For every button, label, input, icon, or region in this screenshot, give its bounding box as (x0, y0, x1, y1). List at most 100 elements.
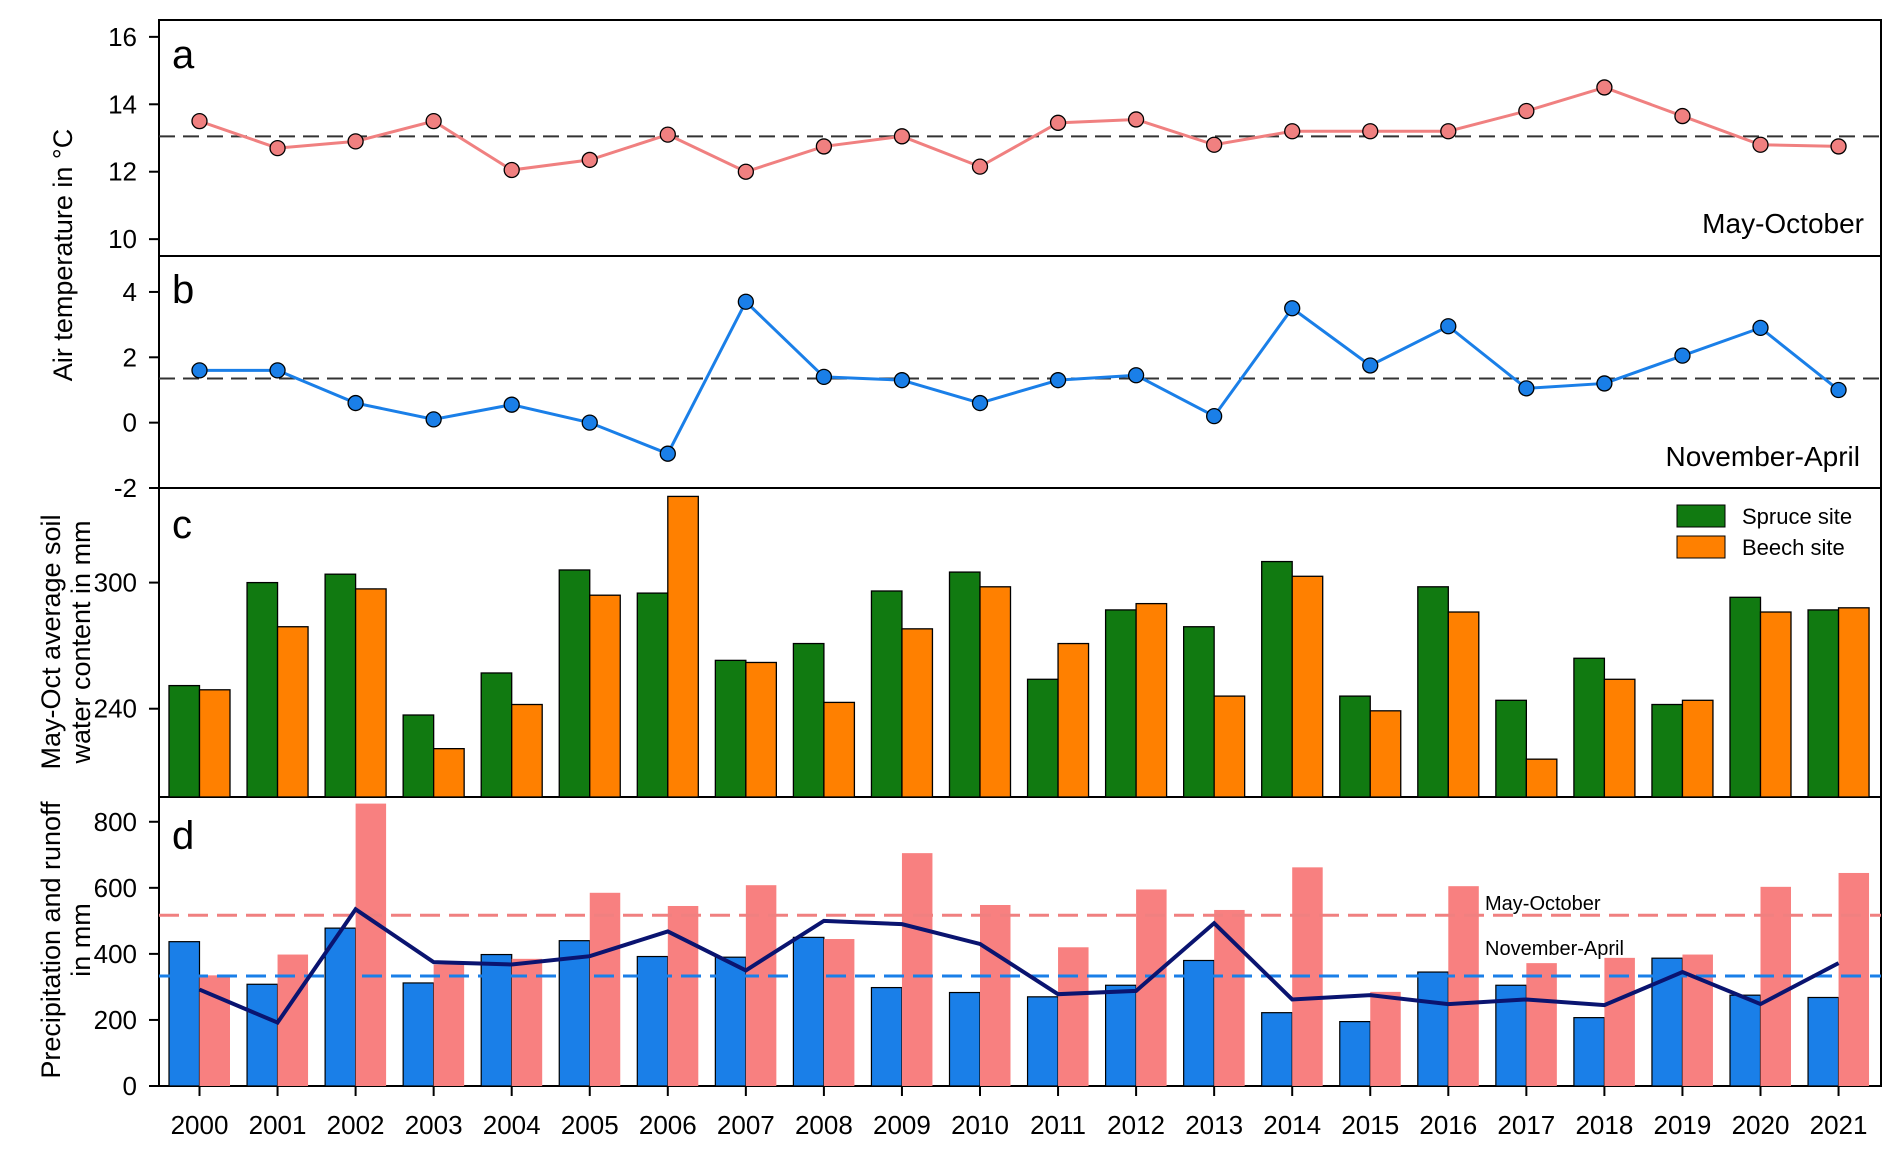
bar-c-spruce-2012 (1104, 609, 1137, 798)
bar-d-pink-2018 (1604, 957, 1635, 1086)
bar-d-blue-2006 (636, 955, 669, 1087)
bar-d-blue-2004 (480, 953, 513, 1087)
x-tick-label-2005: 2005 (561, 1110, 619, 1140)
bar-d-pink-2021 (1838, 872, 1870, 1086)
y-tick-label-d: 0 (123, 1071, 137, 1101)
data-point-b-2011 (1049, 372, 1067, 389)
panel-d-frame (158, 796, 1882, 1087)
bar-c-beech-2004 (511, 703, 543, 798)
data-point-b-2017 (1518, 380, 1535, 397)
bar-d-blue-2021 (1807, 996, 1840, 1087)
bar-c-beech-2010 (979, 586, 1012, 798)
x-tick-label-2007: 2007 (717, 1110, 775, 1140)
data-point-b-2014 (1284, 300, 1301, 317)
data-point-b-2018 (1596, 375, 1613, 392)
x-tick-label-2018: 2018 (1575, 1110, 1633, 1140)
series-line-b (199, 299, 1840, 456)
soil-water-axis-title-line1: May-Oct average soil (36, 514, 66, 769)
y-tick-label-a: 16 (108, 22, 137, 52)
y-tick-label-d: 600 (94, 873, 137, 903)
panel-c-letter: c (172, 503, 192, 547)
bar-c-beech-2016 (1447, 611, 1480, 798)
bar-c-beech-2011 (1057, 642, 1090, 798)
bar-c-spruce-2003 (402, 714, 435, 798)
bar-c-beech-2006 (667, 495, 699, 798)
data-point-a-2010 (971, 158, 989, 175)
data-point-a-2019 (1674, 107, 1691, 125)
data-point-a-2003 (425, 112, 442, 130)
bar-d-blue-2007 (714, 956, 747, 1087)
x-tick-label-2017: 2017 (1497, 1110, 1555, 1140)
data-point-b-2008 (815, 368, 833, 386)
bar-d-blue-2010 (948, 991, 981, 1087)
legend-swatch-spruce (1676, 504, 1726, 528)
bar-d-pink-2009 (901, 853, 933, 1086)
temperature-axis-title: Air temperature in °C (48, 129, 78, 381)
data-point-a-2016 (1440, 123, 1457, 140)
data-point-b-2010 (971, 394, 989, 412)
bar-d-pink-2007 (745, 885, 777, 1086)
x-tick-label-2016: 2016 (1419, 1110, 1477, 1140)
panel-b-season-label: November-April (1666, 441, 1861, 472)
bar-d-blue-2009 (870, 986, 903, 1087)
data-point-b-2007 (737, 293, 754, 310)
bar-c-beech-2001 (276, 626, 309, 798)
bar-c-spruce-2021 (1807, 609, 1840, 798)
x-tick-label-2021: 2021 (1810, 1110, 1868, 1140)
x-tick-label-2006: 2006 (639, 1110, 697, 1140)
bar-c-spruce-2010 (948, 571, 981, 798)
panel-a-letter: a (172, 33, 195, 77)
bar-c-spruce-2002 (324, 573, 357, 798)
legend-label-spruce: Spruce site (1742, 504, 1852, 529)
bar-c-beech-2014 (1291, 575, 1324, 798)
bar-c-spruce-2011 (1026, 678, 1059, 798)
x-tick-label-2000: 2000 (171, 1110, 229, 1140)
bar-d-blue-2002 (324, 927, 357, 1087)
bar-c-beech-2013 (1213, 695, 1246, 798)
data-point-a-2012 (1127, 111, 1145, 128)
bar-c-spruce-2006 (636, 592, 669, 798)
data-point-a-2005 (581, 151, 598, 169)
data-point-b-2013 (1206, 407, 1223, 425)
bar-d-blue-2020 (1729, 994, 1762, 1087)
bar-d-pink-2011 (1058, 947, 1089, 1086)
bar-d-blue-2008 (792, 936, 825, 1087)
y-tick-label-d: 800 (94, 807, 137, 837)
data-point-b-2004 (503, 396, 520, 413)
bar-d-blue-2001 (246, 983, 279, 1087)
x-tick-label-2014: 2014 (1263, 1110, 1321, 1140)
y-tick-label-b: 2 (123, 342, 137, 372)
data-point-b-2021 (1830, 381, 1847, 399)
data-point-b-2001 (269, 362, 286, 379)
bar-d-blue-2013 (1183, 959, 1215, 1087)
bar-c-spruce-2005 (558, 569, 591, 798)
bar-c-spruce-2001 (246, 581, 279, 798)
precip-axis-title-line2: in mm (66, 903, 96, 977)
bar-c-spruce-2008 (792, 642, 825, 798)
bar-d-pink-2001 (277, 954, 309, 1086)
x-tick-label-2009: 2009 (873, 1110, 931, 1140)
bar-d-pink-2003 (433, 964, 465, 1086)
bar-d-blue-2003 (402, 982, 435, 1087)
precip-axis-title-line1: Precipitation and runoff (36, 801, 66, 1079)
x-tick-label-2013: 2013 (1185, 1110, 1243, 1140)
x-tick-label-2004: 2004 (483, 1110, 541, 1140)
data-point-a-2007 (737, 163, 754, 180)
x-tick-label-2001: 2001 (249, 1110, 307, 1140)
data-point-b-2019 (1674, 347, 1691, 364)
x-tick-label-2003: 2003 (405, 1110, 463, 1140)
data-point-a-2006 (659, 126, 676, 143)
bar-c-spruce-2014 (1261, 560, 1293, 798)
bar-c-beech-2019 (1681, 699, 1714, 798)
bar-c-spruce-2016 (1417, 586, 1449, 798)
chart-marks: 10 12 14 16 -2 0 2 4 240 300 0 200 400 600 800 2000 2001… (94, 22, 1881, 1140)
x-tick-label-2020: 2020 (1732, 1110, 1790, 1140)
bar-c-spruce-2009 (870, 590, 903, 798)
y-tick-label-c: 240 (94, 694, 137, 724)
panel-b-frame (158, 255, 1882, 489)
x-tick-label-2012: 2012 (1107, 1110, 1165, 1140)
series-line-d (198, 906, 1840, 1026)
data-point-a-2014 (1284, 123, 1301, 140)
bar-c-spruce-2004 (480, 672, 513, 798)
bar-d-blue-2000 (168, 941, 201, 1087)
